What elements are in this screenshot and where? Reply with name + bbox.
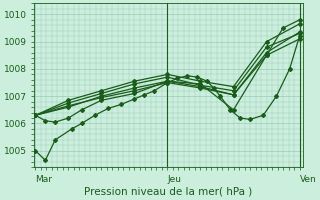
X-axis label: Pression niveau de la mer( hPa ): Pression niveau de la mer( hPa ) <box>84 187 252 197</box>
